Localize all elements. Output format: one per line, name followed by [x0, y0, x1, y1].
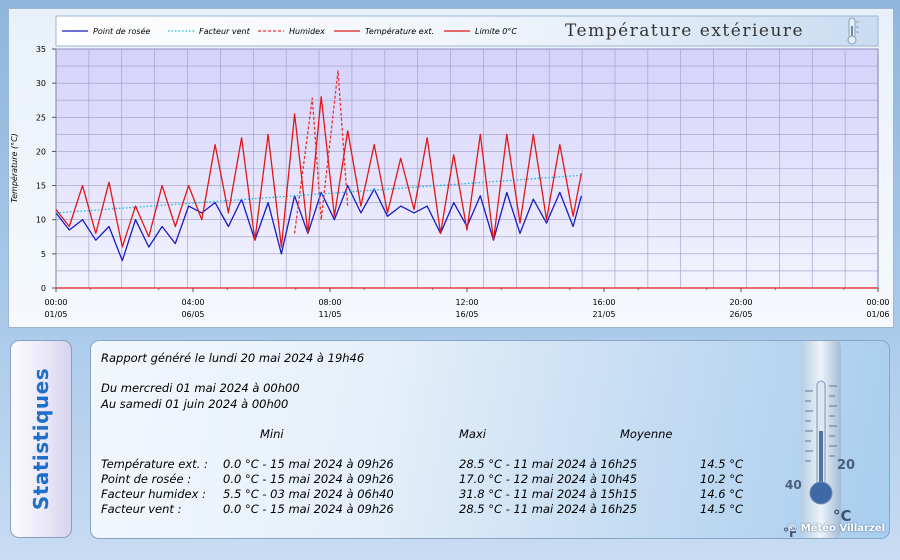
report-generated: Rapport généré le lundi 20 mai 2024 à 19… [101, 351, 365, 365]
x-tick-date: 06/05 [181, 310, 204, 319]
thermo-label-40: 40 [785, 478, 802, 492]
row-max: 28.5 °C - 11 mai 2024 à 16h25 [459, 457, 638, 471]
stats-panel: 20 40 °C °F Rapport généré le lundi 20 m… [90, 340, 890, 539]
y-tick-label: 10 [36, 216, 46, 225]
x-tick-time: 20:00 [729, 298, 752, 307]
temperature-chart: 0 5 10 15 20 25 30 35 00:00 01/05 04:00 06/05 08:00… [9, 15, 890, 319]
y-tick-label: 35 [36, 45, 46, 54]
x-tick-date: 11/05 [318, 310, 341, 319]
row-avg: 10.2 °C [700, 472, 744, 486]
row-avg: 14.5 °C [700, 457, 744, 471]
chart-legend: Point de rosée Facteur vent Humidex Tempéra… [62, 26, 517, 36]
row-max: 31.8 °C - 11 mai 2024 à 15h15 [459, 487, 638, 501]
legend-label: Température ext. [365, 26, 434, 36]
y-axis-ticks: 0 5 10 15 20 25 30 35 [36, 45, 56, 293]
y-tick-label: 15 [36, 182, 46, 191]
x-tick-time: 16:00 [592, 298, 615, 307]
stats-side-tab: Statistiques [10, 340, 72, 538]
y-tick-label: 25 [36, 113, 46, 122]
thermometer-icon: 20 40 °C °F [783, 341, 855, 538]
thermo-label-20: 20 [837, 458, 855, 473]
stats-side-title: Statistiques [29, 367, 54, 511]
series-line-0 [55, 184, 583, 262]
thermo-label-celsius: °C [833, 507, 852, 525]
x-tick-date: 01/06 [866, 310, 889, 319]
thermo-label-fahrenheit: °F [783, 526, 797, 538]
row-min: 5.5 °C - 03 mai 2024 à 06h40 [223, 487, 394, 501]
series-line-2 [293, 70, 349, 234]
header-min: Mini [260, 427, 284, 441]
row-label: Facteur vent : [101, 502, 182, 516]
row-min: 0.0 °C - 15 mai 2024 à 09h26 [223, 502, 394, 516]
x-tick-date: 16/05 [455, 310, 478, 319]
x-tick-date: 01/05 [44, 310, 67, 319]
legend-label: Humidex [289, 27, 325, 36]
chart-title: Température extérieure [565, 21, 804, 41]
row-max: 28.5 °C - 11 mai 2024 à 16h25 [459, 502, 638, 516]
y-tick-label: 30 [36, 79, 46, 88]
thermometer-icon [847, 17, 859, 45]
x-tick-time: 00:00 [44, 298, 67, 307]
header-max: Maxi [459, 427, 486, 441]
x-tick-time: 04:00 [181, 298, 204, 307]
row-label: Point de rosée : [101, 472, 192, 486]
header-avg: Moyenne [620, 427, 673, 441]
series-line-1 [55, 174, 582, 214]
legend-label: Point de rosée [93, 26, 151, 36]
row-min: 0.0 °C - 15 mai 2024 à 09h26 [223, 472, 394, 486]
x-tick-date: 26/05 [729, 310, 752, 319]
x-tick-date: 21/05 [592, 310, 615, 319]
row-label: Facteur humidex : [101, 487, 206, 501]
x-axis-ticks: 00:00 01/05 04:00 06/05 08:00 11/05 12:00 16/05… [44, 288, 890, 319]
x-tick-time: 12:00 [455, 298, 478, 307]
row-min: 0.0 °C - 15 mai 2024 à 09h26 [223, 457, 394, 471]
row-label: Température ext. : [101, 457, 208, 471]
y-tick-label: 5 [41, 250, 46, 259]
legend-label: Limite 0°C [475, 27, 517, 36]
legend-label: Facteur vent [199, 27, 251, 36]
credit-text: © Météo Villarzel [787, 523, 885, 534]
row-max: 17.0 °C - 12 mai 2024 à 10h45 [459, 472, 638, 486]
chart-series [55, 70, 878, 289]
series-line-3 [55, 96, 583, 248]
y-tick-label: 20 [36, 147, 46, 156]
period-start: Du mercredi 01 mai 2024 à 00h00 [101, 381, 300, 395]
row-avg: 14.5 °C [700, 502, 744, 516]
x-tick-time: 08:00 [318, 298, 341, 307]
x-tick-time: 00:00 [866, 298, 889, 307]
row-avg: 14.6 °C [700, 487, 744, 501]
period-end: Au samedi 01 juin 2024 à 00h00 [101, 397, 289, 411]
y-tick-label: 0 [41, 284, 46, 293]
y-axis-label: Température (°C) [9, 133, 19, 203]
